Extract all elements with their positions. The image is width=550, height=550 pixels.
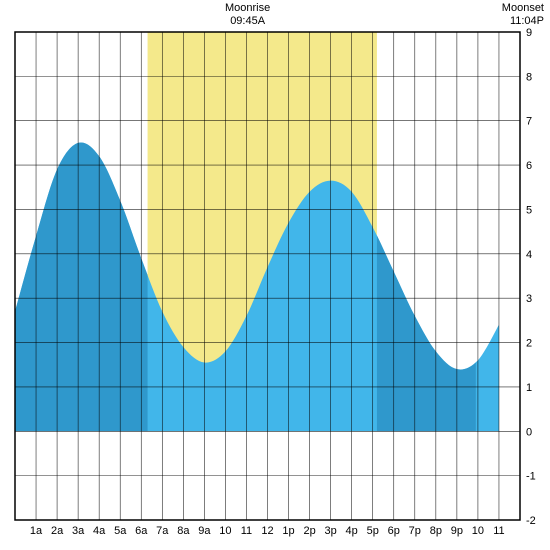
svg-text:7: 7 [526, 116, 532, 128]
svg-text:8: 8 [526, 71, 532, 83]
svg-text:0: 0 [526, 426, 532, 438]
svg-text:9p: 9p [451, 525, 463, 537]
moonset-label: Moonset [502, 2, 544, 15]
svg-text:3p: 3p [325, 525, 337, 537]
svg-text:7a: 7a [156, 525, 169, 537]
svg-text:1: 1 [526, 382, 532, 394]
svg-text:11: 11 [493, 525, 504, 537]
svg-text:5p: 5p [367, 525, 379, 537]
chart-svg: -2-101234567891a2a3a4a5a6a7a8a9a1011121p… [0, 0, 550, 550]
svg-text:10: 10 [219, 525, 231, 537]
svg-text:6a: 6a [135, 525, 148, 537]
svg-text:2: 2 [526, 338, 532, 350]
svg-text:2a: 2a [51, 525, 64, 537]
svg-text:11: 11 [241, 525, 252, 537]
moonrise-time: 09:45A [225, 15, 270, 28]
svg-text:3: 3 [526, 293, 532, 305]
svg-text:2p: 2p [303, 525, 315, 537]
svg-text:7p: 7p [409, 525, 421, 537]
svg-text:-2: -2 [526, 515, 536, 527]
svg-text:6p: 6p [388, 525, 400, 537]
svg-text:4a: 4a [93, 525, 106, 537]
svg-text:5: 5 [526, 204, 532, 216]
svg-text:9a: 9a [198, 525, 211, 537]
svg-text:8p: 8p [430, 525, 442, 537]
chart-header: Moonrise 09:45A Moonset 11:04P [0, 2, 550, 30]
moonset-block: Moonset 11:04P [502, 2, 544, 28]
moonrise-label: Moonrise [225, 2, 270, 15]
svg-text:-1: -1 [526, 471, 536, 483]
svg-text:4p: 4p [346, 525, 358, 537]
svg-text:3a: 3a [72, 525, 85, 537]
tide-chart: Moonrise 09:45A Moonset 11:04P -2-101234… [0, 0, 550, 550]
moonrise-block: Moonrise 09:45A [225, 2, 270, 28]
svg-text:1a: 1a [30, 525, 43, 537]
svg-text:1p: 1p [282, 525, 294, 537]
svg-text:4: 4 [526, 249, 532, 261]
svg-text:12: 12 [261, 525, 273, 537]
svg-text:8a: 8a [177, 525, 190, 537]
svg-text:10: 10 [472, 525, 484, 537]
svg-text:6: 6 [526, 160, 532, 172]
svg-text:5a: 5a [114, 525, 127, 537]
moonset-time: 11:04P [502, 15, 544, 28]
